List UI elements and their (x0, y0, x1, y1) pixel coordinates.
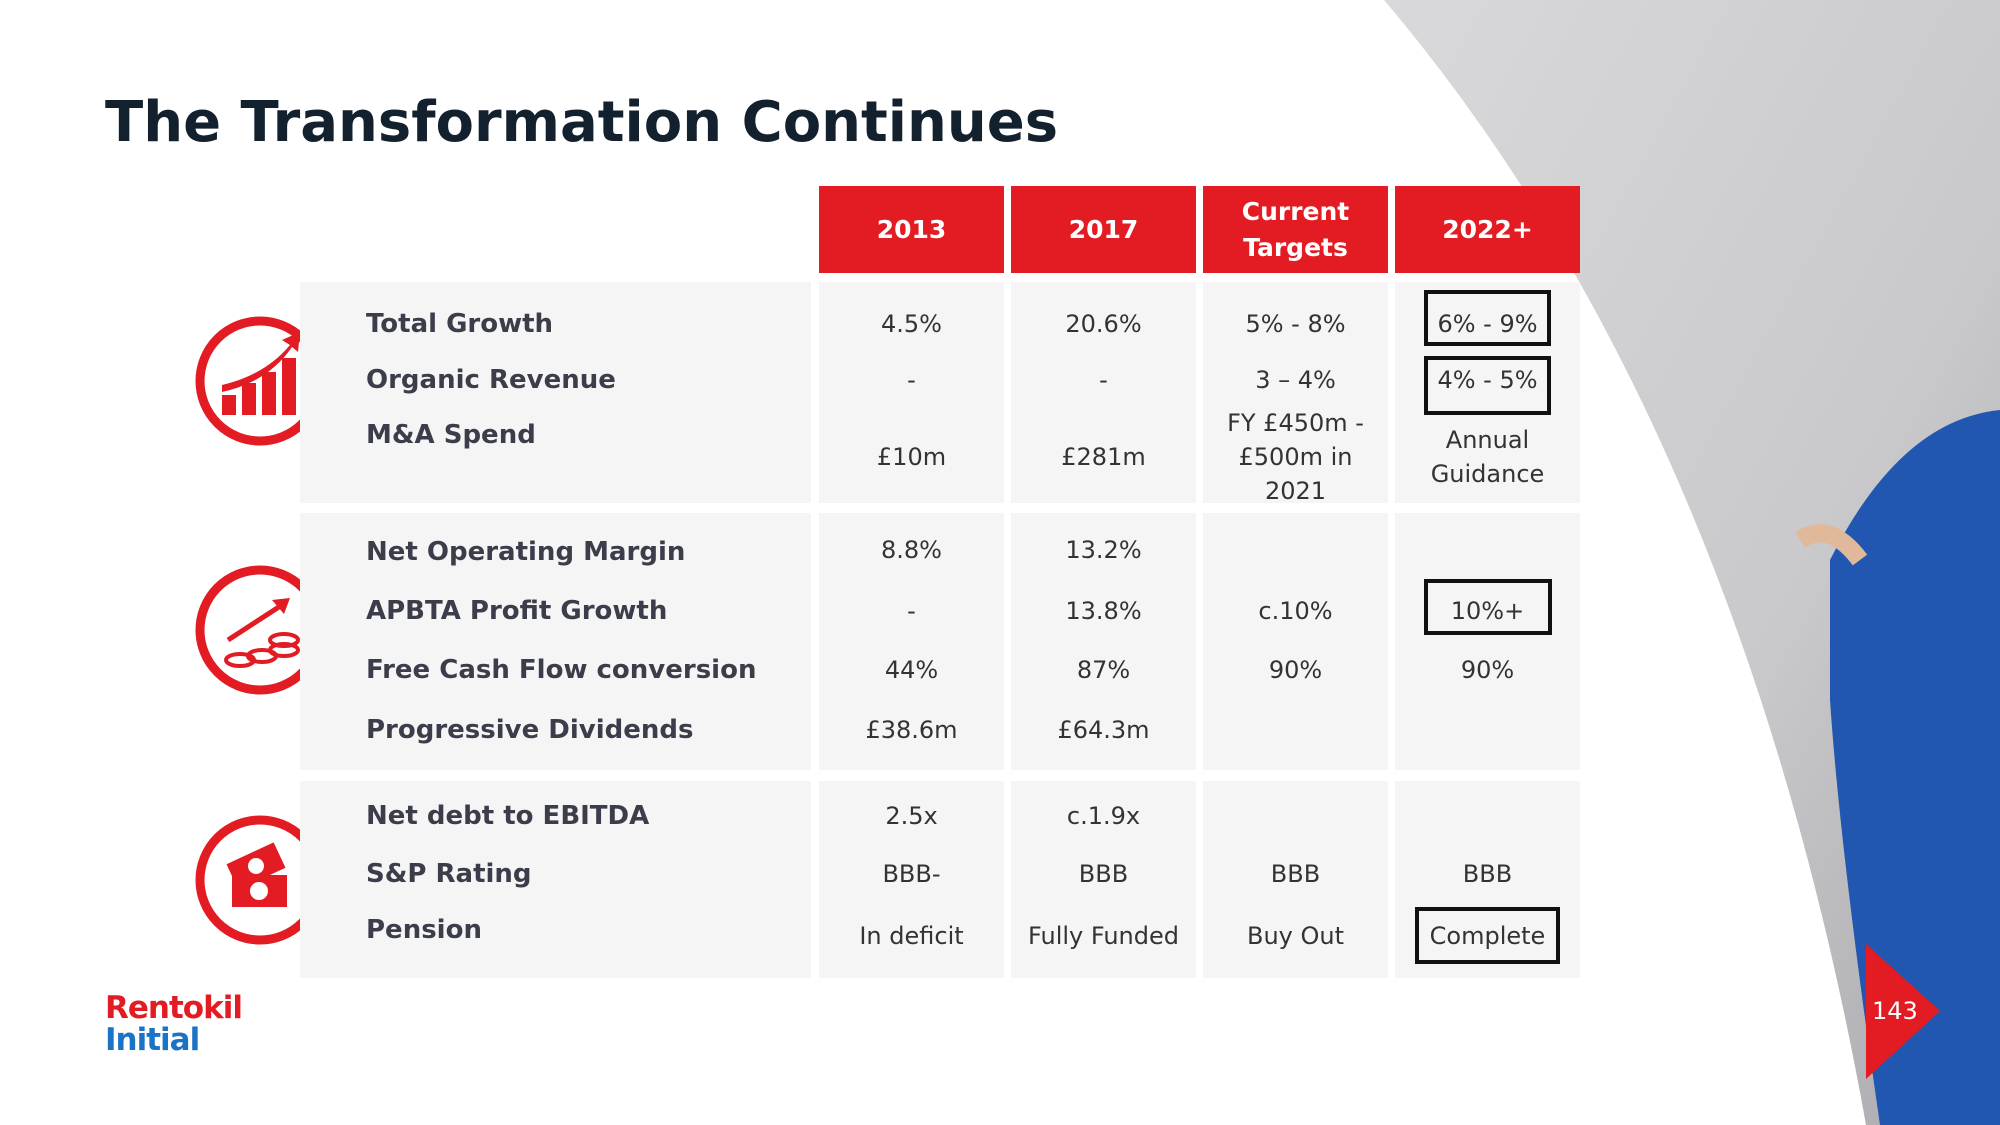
cell-value: BBB (1078, 860, 1129, 888)
highlight-box (1424, 290, 1551, 346)
row-label: APBTA Profit Growth (366, 596, 668, 626)
cell-panel (1011, 781, 1196, 978)
cell-value: 3 – 4% (1255, 366, 1336, 394)
cell-value: 4% - 5% (1437, 366, 1538, 394)
cell-panel (1011, 282, 1196, 503)
cell-value: BBB (1462, 860, 1513, 888)
cell-panel (1203, 513, 1388, 770)
cell-value: Annual Guidance (1430, 426, 1545, 488)
cell-value: 10%+ (1450, 597, 1525, 625)
column-header: Current Targets (1203, 186, 1388, 273)
column-header: 2013 (819, 186, 1004, 273)
row-label: Pension (366, 915, 482, 945)
photo-arm (1795, 524, 1868, 566)
logo-text: Rentokil (105, 990, 243, 1026)
row-label: S&P Rating (366, 859, 532, 889)
cell-value: 6% - 9% (1437, 310, 1538, 338)
cell-value: - (1099, 366, 1108, 394)
row-label-panel (300, 282, 811, 503)
row-label: Net Operating Margin (366, 537, 686, 567)
cell-value: 90% (1460, 656, 1515, 684)
cell-value: 20.6% (1065, 310, 1142, 338)
cell-value: Complete (1429, 922, 1546, 950)
cell-value: BBB- (882, 860, 941, 888)
row-label: M&A Spend (366, 420, 536, 450)
row-label: Organic Revenue (366, 365, 616, 395)
row-label: Total Growth (366, 309, 554, 339)
cell-value: FY £450m - £500m in 2021 (1227, 409, 1364, 505)
cell-value: £10m (876, 443, 947, 471)
cell-value: Fully Funded (1027, 922, 1180, 950)
cell-value: Buy Out (1246, 922, 1345, 950)
page-number: 143 (1872, 997, 1918, 1025)
cell-value: 8.8% (881, 536, 942, 564)
cell-panel (819, 513, 1004, 770)
cell-value: 90% (1268, 656, 1323, 684)
cell-value: c.1.9x (1066, 802, 1141, 830)
column-header: 2022+ (1395, 186, 1580, 273)
cell-panel (1011, 513, 1196, 770)
logo-text: Initial (105, 1022, 200, 1058)
cell-panel (1395, 513, 1580, 770)
title: The Transformation Continues (105, 90, 1059, 155)
cell-panel (1395, 781, 1580, 978)
row-label: Free Cash Flow conversion (366, 655, 757, 685)
row-label-panel (300, 781, 811, 978)
cell-value: 2.5x (885, 802, 938, 830)
cell-value: 13.8% (1065, 597, 1142, 625)
cell-panel (819, 282, 1004, 503)
cell-value: 44% (884, 656, 939, 684)
cell-value: £64.3m (1057, 716, 1150, 744)
cell-value: 5% - 8% (1245, 310, 1346, 338)
cell-panel (1203, 282, 1388, 503)
cell-value: In deficit (859, 922, 964, 950)
row-label: Net debt to EBITDA (366, 801, 650, 831)
cell-value: £281m (1061, 443, 1146, 471)
row-label-panel (300, 513, 811, 770)
cell-value: - (907, 597, 916, 625)
cell-value: BBB (1270, 860, 1321, 888)
cell-panel (819, 781, 1004, 978)
cell-value: 87% (1076, 656, 1131, 684)
cell-value: 4.5% (881, 310, 942, 338)
highlight-box (1415, 907, 1560, 964)
highlight-box (1424, 356, 1551, 415)
column-header: 2017 (1011, 186, 1196, 273)
page-badge (1866, 944, 1940, 1079)
row-label: Progressive Dividends (366, 715, 694, 745)
cell-value: c.10% (1258, 597, 1333, 625)
cell-panel (1203, 781, 1388, 978)
cell-value: £38.6m (865, 716, 958, 744)
highlight-box (1423, 579, 1552, 635)
cell-value: - (907, 366, 916, 394)
photo-person (1830, 410, 2000, 1125)
cell-value: 13.2% (1065, 536, 1142, 564)
